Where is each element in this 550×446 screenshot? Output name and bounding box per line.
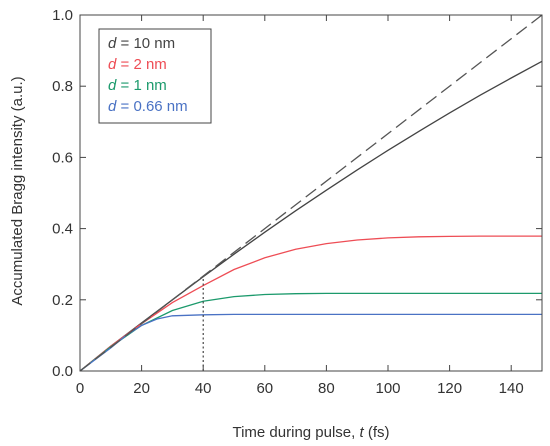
axis-ticks: 0 20 40 60 80 100 120 140 0.0 0.2 0.4 0.6 0.8 1.0 [52,7,542,397]
series-line-3 [79,292,542,372]
y-tick-label: 0.4 [52,221,73,238]
x-tick-label: 140 [499,380,524,397]
series-line-4 [79,313,542,372]
y-axis-label: Accumulated Bragg intensity (a.u.) [9,76,26,305]
legend: d = 10 nm d = 2 nm d = 1 nm d = 0.66 nm [98,28,212,124]
series-line-reference [79,14,543,372]
plot-area [79,14,543,372]
legend-entry: d = 2 nm [108,56,167,73]
x-axis-label: Time during pulse, t (fs) [232,424,389,441]
x-tick-label: 80 [318,380,335,397]
x-tick-label: 60 [256,380,273,397]
plot-frame [79,14,543,372]
y-tick-label: 0.6 [52,149,73,166]
y-tick-label: 1.0 [52,7,73,24]
x-tick-label: 120 [437,380,462,397]
y-tick-label: 0.2 [52,292,73,309]
series-line-2 [79,235,542,372]
x-tick-label: 40 [195,380,212,397]
x-tick-label: 0 [76,380,84,397]
legend-box [98,28,212,124]
legend-entry: d = 1 nm [108,77,167,94]
legend-entry: d = 10 nm [108,35,175,52]
x-tick-label: 20 [133,380,150,397]
x-tick-label: 100 [375,380,400,397]
y-tick-label: 0.8 [52,78,73,95]
y-tick-label: 0.0 [52,363,73,380]
legend-entry: d = 0.66 nm [108,98,188,115]
